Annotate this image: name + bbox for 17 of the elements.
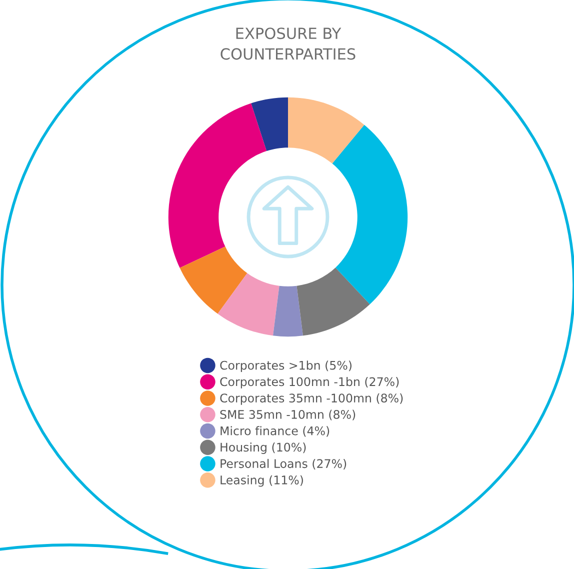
donut-slice — [218, 273, 280, 336]
donut-slice — [168, 103, 267, 268]
chart-title: EXPOSURE BY COUNTERPARTIES — [220, 28, 356, 60]
legend-label: Corporates >1bn (5%) — [220, 360, 352, 372]
legend-label: Leasing (11%) — [220, 475, 303, 487]
legend-label: Micro finance (4%) — [220, 426, 330, 437]
legend-label: SME 35mn -10mn (8%) — [220, 410, 356, 420]
donut-slice — [288, 97, 364, 164]
donut-slice — [273, 286, 303, 337]
donut-slice — [251, 97, 288, 152]
legend-label: Corporates 100mn -1bn (27%) — [220, 377, 399, 388]
legend-label: Housing (10%) — [220, 442, 306, 454]
donut-slice — [296, 268, 370, 336]
donut-slice — [332, 124, 408, 304]
donut-slice — [180, 246, 248, 314]
legend-label: Corporates 35mn -100mn (8%) — [220, 393, 403, 405]
legend-label: Personal Loans (27%) — [220, 458, 346, 470]
